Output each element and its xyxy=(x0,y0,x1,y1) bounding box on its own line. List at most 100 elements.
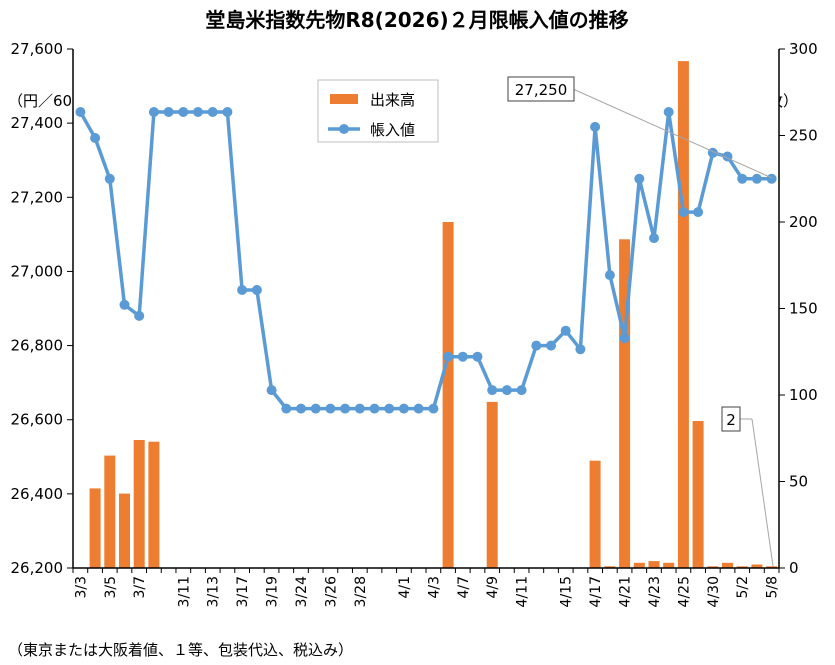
settlement-point xyxy=(619,333,630,344)
callout-price-label: 27,250 xyxy=(515,81,568,99)
settlement-point xyxy=(428,403,439,414)
settlement-point xyxy=(604,270,615,281)
volume-bar xyxy=(648,561,660,568)
left-tick-label: 26,400 xyxy=(11,485,64,503)
settlement-point xyxy=(104,173,115,184)
settlement-line xyxy=(75,107,777,414)
right-axis-ticks: 0 50 100 150 200 250 300 xyxy=(779,40,818,577)
settlement-point xyxy=(487,385,498,396)
settlement-point xyxy=(649,233,659,244)
settlement-point xyxy=(501,385,512,396)
x-tick-label: 3/11 xyxy=(176,576,192,607)
settlement-point xyxy=(560,325,571,336)
x-tick-label: 3/17 xyxy=(235,576,251,607)
legend-bar-swatch xyxy=(330,94,358,104)
x-tick-label: 3/19 xyxy=(265,576,281,607)
settlement-point xyxy=(663,107,674,117)
volume-bar xyxy=(722,562,733,568)
legend-line-label: 帳入値 xyxy=(370,121,415,139)
volume-bars xyxy=(89,61,778,569)
x-tick-label: 3/26 xyxy=(323,576,339,608)
volume-bar xyxy=(604,566,616,568)
right-tick-label: 100 xyxy=(789,386,818,404)
settlement-point xyxy=(325,403,336,414)
x-tick-label: 3/5 xyxy=(103,576,119,599)
x-tick-label: 5/8 xyxy=(765,576,781,599)
callout-volume-box xyxy=(721,406,741,432)
settlement-point xyxy=(678,207,689,218)
settlement-point xyxy=(546,340,556,351)
settlement-point xyxy=(413,403,424,414)
settlement-point xyxy=(237,285,248,295)
volume-bar xyxy=(589,460,601,568)
settlement-point xyxy=(516,385,527,396)
volume-bar xyxy=(89,488,101,568)
volume-bar xyxy=(766,566,778,568)
right-tick-label: 150 xyxy=(789,300,818,318)
volume-bar xyxy=(133,440,145,568)
x-tick-label: 3/28 xyxy=(353,576,369,607)
x-tick-label: 3/3 xyxy=(73,576,89,599)
volume-bar xyxy=(442,222,454,568)
x-tick-label: 4/21 xyxy=(618,576,634,607)
left-tick-label: 27,600 xyxy=(11,40,64,58)
volume-bar xyxy=(707,566,719,568)
settlement-point xyxy=(148,107,159,117)
x-tick-label: 5/2 xyxy=(735,576,751,599)
settlement-point xyxy=(251,285,262,295)
settlement-point xyxy=(134,310,145,321)
settlement-point xyxy=(634,173,645,184)
x-tick-label: 4/3 xyxy=(426,576,442,599)
settlement-point xyxy=(340,403,351,414)
x-tick-label: 4/7 xyxy=(456,576,472,599)
settlement-point xyxy=(281,403,292,414)
volume-bar xyxy=(692,421,704,568)
legend: 出来高 帳入値 xyxy=(317,79,439,143)
x-tick-label: 3/7 xyxy=(132,576,148,599)
x-tick-label: 4/23 xyxy=(647,576,663,607)
settlement-point xyxy=(457,351,468,362)
volume-bar xyxy=(663,562,675,568)
settlement-point xyxy=(193,107,203,117)
right-tick-label: 250 xyxy=(789,127,818,145)
x-tick-label: 4/25 xyxy=(676,576,692,607)
legend-box xyxy=(317,79,439,143)
x-axis-ticks: 3/3 3/5 3/7 3/11 3/13 3/17 3/19 3/24 3/26 3/28 4/1… xyxy=(72,568,781,608)
footnote: （東京または大阪着値、１等、包装代込、税込み） xyxy=(8,641,353,659)
callout-volume: 2 xyxy=(721,406,774,567)
x-tick-label: 4/9 xyxy=(485,576,501,599)
settlement-point xyxy=(296,403,306,414)
settlement-point xyxy=(75,107,86,117)
settlement-point xyxy=(766,173,777,184)
right-tick-label: 0 xyxy=(789,559,799,577)
settlement-point xyxy=(751,173,762,184)
volume-bar xyxy=(486,401,498,568)
x-tick-label: 4/17 xyxy=(588,576,604,607)
x-tick-label: 3/24 xyxy=(294,576,310,608)
settlement-point xyxy=(119,299,130,310)
left-tick-label: 26,200 xyxy=(11,559,64,577)
x-tick-label: 4/11 xyxy=(515,576,531,607)
settlement-point xyxy=(590,121,601,132)
settlement-point xyxy=(266,385,277,396)
x-tick-label: 4/30 xyxy=(706,576,722,607)
settlement-point xyxy=(737,173,748,184)
left-tick-label: 27,400 xyxy=(11,114,64,132)
volume-bar xyxy=(751,564,763,568)
settlement-point xyxy=(575,344,586,355)
left-tick-label: 27,000 xyxy=(11,262,64,280)
settlement-point xyxy=(369,403,380,414)
volume-bar xyxy=(736,566,748,568)
settlement-point xyxy=(472,351,483,362)
left-tick-label: 26,800 xyxy=(11,337,64,355)
settlement-point xyxy=(207,107,218,117)
legend-bar-label: 出来高 xyxy=(370,91,415,109)
settlement-point xyxy=(384,403,395,414)
left-tick-label: 27,200 xyxy=(11,188,64,206)
settlement-point xyxy=(90,133,101,143)
volume-bar xyxy=(633,562,645,568)
right-tick-label: 300 xyxy=(789,40,818,58)
volume-bar xyxy=(148,441,160,568)
volume-bar xyxy=(104,455,116,568)
volume-bar xyxy=(677,61,689,568)
